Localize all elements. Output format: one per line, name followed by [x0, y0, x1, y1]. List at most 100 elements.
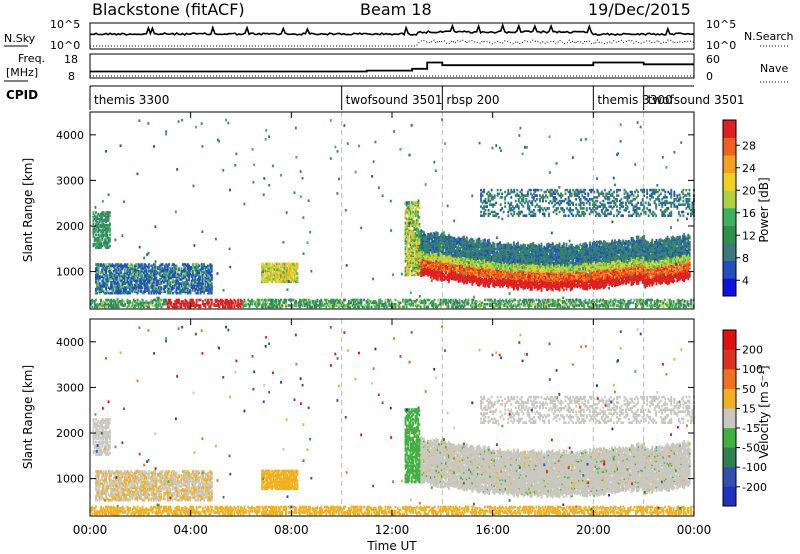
scatter-cell [467, 243, 470, 247]
scatter-cell [440, 273, 443, 277]
scatter-cell [479, 245, 482, 249]
scatter-cell [489, 271, 492, 274]
scatter-cell [492, 274, 495, 278]
scatter-cell [490, 278, 493, 282]
scatter-cell [435, 251, 438, 255]
scatter-cell [478, 245, 481, 249]
scatter-cell [472, 252, 475, 255]
scatter-cell [472, 245, 475, 248]
scatter-cell [463, 243, 466, 247]
scatter-cell [475, 265, 478, 268]
scatter-cell [456, 277, 459, 281]
scatter-cell [456, 251, 459, 255]
scatter-cell [457, 246, 460, 249]
scatter-cell [414, 232, 417, 235]
scatter-cell [429, 244, 432, 248]
scatter-cell [489, 279, 492, 282]
scatter-cell [450, 277, 453, 280]
scatter-cell [476, 243, 479, 247]
noise-right-tick-bottom: 10^0 [706, 39, 736, 52]
scatter-cell [486, 255, 489, 259]
scatter-cell [435, 273, 438, 277]
nave-label: Nave [760, 62, 788, 75]
scatter-cell [454, 239, 457, 243]
scatter-cell [452, 270, 454, 274]
scatter-cell [428, 266, 431, 269]
scatter-cell [423, 234, 425, 237]
scatter-cell [439, 272, 442, 276]
scatter-cell [494, 260, 497, 263]
scatter-cell [461, 244, 464, 248]
scatter-cell [420, 243, 423, 246]
scatter-cell [438, 251, 441, 254]
freq-line [90, 61, 694, 73]
scatter-cell [475, 266, 478, 270]
scatter-cell [449, 257, 452, 261]
scatter-cell [447, 233, 450, 237]
scatter-cell [497, 278, 500, 281]
scatter-cell [429, 269, 432, 272]
scatter-cell [434, 250, 436, 253]
scatter-cell [468, 254, 471, 257]
scatter-cell [439, 257, 442, 261]
scatter-cell [465, 258, 468, 261]
scatter-cell [420, 247, 423, 250]
scatter-cell [424, 240, 427, 244]
scatter-cell [427, 242, 430, 246]
scatter-cell [482, 239, 485, 242]
scatter-cell [447, 272, 450, 275]
scatter-cell [432, 251, 435, 254]
scatter-cell [450, 273, 453, 276]
scatter-cell [443, 239, 446, 243]
scatter-cell [470, 243, 472, 246]
scatter-cell [423, 246, 425, 249]
scatter-cell [447, 278, 450, 282]
scatter-cell [485, 245, 488, 248]
cpid-segment-label: rbsp 200 [446, 93, 499, 107]
scatter-cell [425, 271, 428, 274]
scatter-cell [497, 242, 500, 246]
scatter-cell [468, 266, 471, 270]
scatter-cell [417, 235, 420, 238]
scatter-cell [490, 263, 493, 267]
scatter-cell [481, 257, 484, 261]
scatter-cell [463, 265, 466, 268]
scatter-cell [452, 274, 454, 278]
scatter-cell [423, 266, 425, 270]
scatter-cell [497, 256, 500, 259]
scatter-cell [454, 256, 457, 259]
scatter-cell [446, 261, 449, 265]
scatter-cell [454, 252, 457, 255]
scatter-cell [486, 251, 489, 255]
scatter-cell [449, 264, 452, 267]
scatter-cell [429, 263, 432, 267]
scatter-cell [482, 261, 485, 264]
scatter-cell [467, 269, 470, 273]
scatter-cell [439, 261, 442, 265]
scatter-cell [479, 275, 482, 279]
scatter-cell [438, 238, 441, 242]
scatter-cell [479, 273, 482, 276]
scatter-cell [432, 275, 435, 279]
scatter-cell [467, 242, 470, 245]
scatter-cell [434, 261, 436, 264]
scatter-cell [488, 260, 490, 264]
scatter-cell [471, 246, 474, 249]
scatter-cell [463, 279, 466, 282]
scatter-cell [470, 248, 472, 252]
scatter-cell [460, 278, 463, 282]
scatter-cell [457, 236, 460, 240]
scatter-cell [493, 284, 496, 287]
scatter-cell [558, 242, 561, 245]
freq-tick-top: 18 [64, 53, 78, 66]
scatter-cell [447, 280, 450, 283]
scatter-cell [488, 243, 490, 246]
scatter-cell [471, 266, 474, 270]
scatter-cell [482, 269, 485, 272]
scatter-cell [461, 280, 464, 283]
scatter-cell [460, 259, 463, 263]
scatter-cell [485, 249, 488, 252]
scatter-cell [464, 269, 467, 273]
scatter-cell [447, 244, 450, 248]
scatter-cell [472, 265, 475, 269]
